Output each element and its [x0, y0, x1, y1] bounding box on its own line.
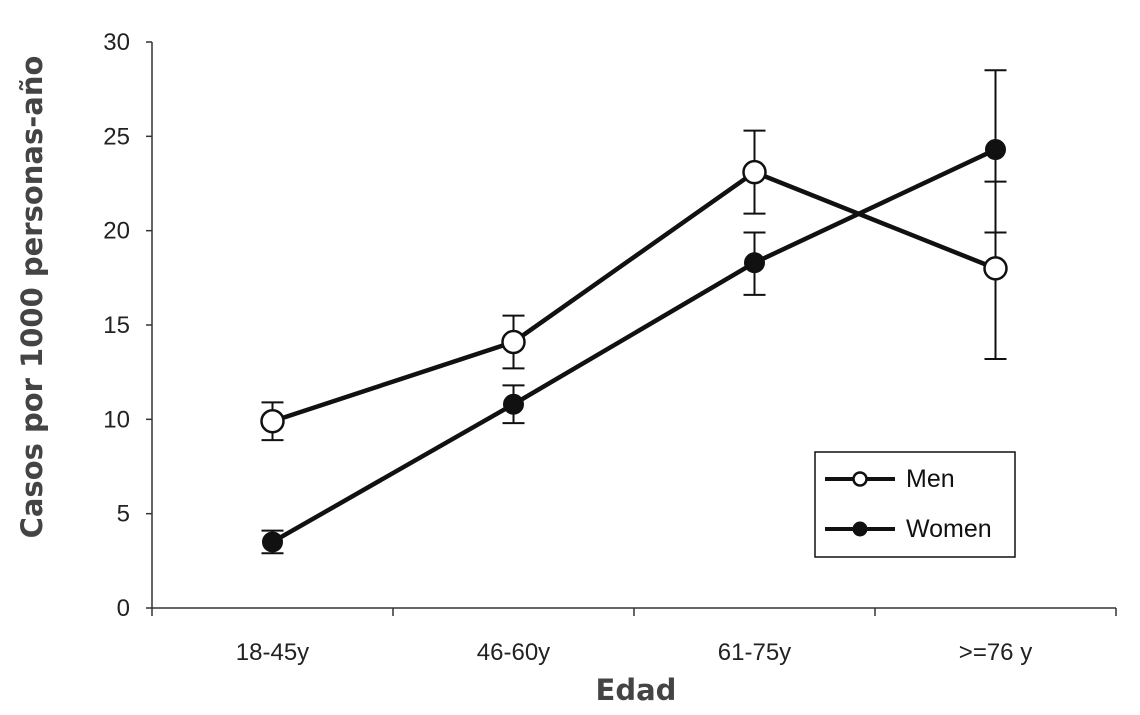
x-tick-label: 61-75y [718, 639, 791, 666]
y-tick-label: 15 [103, 312, 130, 339]
data-point-women [503, 393, 524, 415]
legend-label-men: Men [906, 465, 955, 493]
data-point-men [501, 329, 526, 355]
y-tick-label: 30 [103, 29, 130, 56]
x-tick-label: 46-60y [477, 639, 550, 666]
y-tick-label: 20 [103, 218, 130, 245]
x-axis-label: Edad [596, 673, 677, 707]
legend-label-women: Women [906, 515, 992, 543]
legend: Men Women [814, 451, 1016, 558]
legend-marker-men [852, 471, 868, 487]
series-line-women [271, 147, 997, 544]
data-point-women [744, 252, 765, 274]
data-points [260, 139, 1008, 553]
series-line-men [271, 169, 997, 424]
y-tick-label: 0 [117, 595, 130, 622]
legend-box [814, 451, 1016, 558]
y-tick-label: 25 [103, 123, 130, 150]
x-tick-label: 18-45y [236, 639, 309, 666]
data-point-women [262, 531, 283, 553]
data-point-women [985, 139, 1006, 161]
axes: 0 5 10 15 20 25 30 18-45y 46-60y 61-75y >=76 y [103, 29, 1117, 666]
y-axis-label: Casos por 1000 personas-año [15, 56, 49, 539]
x-tick-label: >=76 y [959, 639, 1032, 666]
data-point-men [742, 159, 767, 185]
y-tick-label: 10 [103, 406, 130, 433]
y-tick-label: 5 [117, 501, 130, 528]
data-point-men [260, 408, 285, 434]
legend-marker-women [852, 521, 868, 537]
series-lines [271, 147, 997, 544]
data-point-men [983, 256, 1008, 281]
